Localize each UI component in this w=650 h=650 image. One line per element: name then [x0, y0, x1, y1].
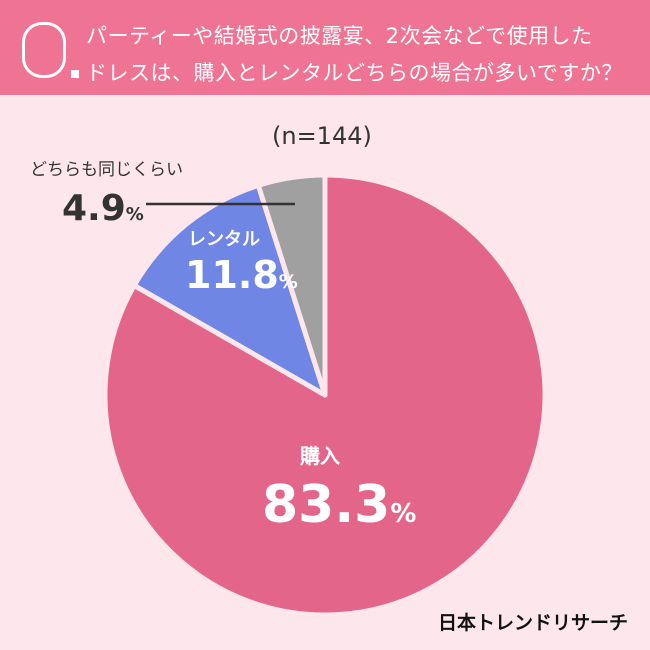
slice-value-purchase: 83.3%: [262, 475, 417, 535]
sample-size: (n=144): [272, 122, 372, 150]
q-dot-icon: [71, 70, 79, 78]
slice-label-purchase: 購入: [300, 444, 340, 468]
slice-value-other: 4.9%: [62, 188, 144, 229]
q-mark-icon: Q: [22, 22, 66, 78]
question-header: Q パーティーや結婚式の披露宴、2次会などで使用した ドレスは、購入とレンタルど…: [0, 0, 650, 95]
brand-logo: 日本トレンドリサーチ: [437, 612, 628, 634]
pie-slice-rental: [131, 182, 328, 398]
slice-value-rental: 11.8%: [185, 253, 298, 297]
pie-slice-other: [255, 172, 328, 398]
question-line-1: パーティーや結婚式の披露宴、2次会などで使用した: [86, 24, 593, 48]
slice-label-rental: レンタル: [188, 229, 260, 250]
slice-label-other: どちらも同じくらい: [30, 160, 183, 180]
question-line-2: ドレスは、購入とレンタルどちらの場合が多いですか？: [86, 61, 623, 85]
